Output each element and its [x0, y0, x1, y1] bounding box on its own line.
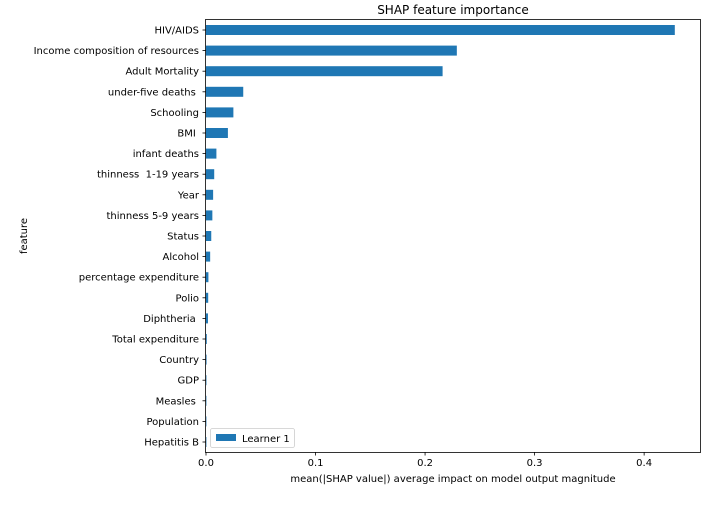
bar [206, 66, 443, 76]
y-tick-label: Hepatitis B [144, 438, 199, 449]
y-tick-label: Polio [176, 293, 199, 304]
y-tick-label: Measles [156, 396, 199, 407]
x-tick-label: 0.4 [636, 458, 652, 469]
y-tick-label: Adult Mortality [125, 67, 199, 78]
bar [206, 169, 214, 179]
bar [206, 252, 210, 262]
y-axis-ticks: HIV/AIDS Income composition of resources A… [34, 26, 206, 449]
bar [206, 210, 212, 220]
bar [206, 313, 208, 323]
x-tick-label: 0.2 [417, 458, 433, 469]
bar [206, 272, 208, 282]
bar [206, 190, 213, 200]
x-tick-label: 0.0 [198, 458, 214, 469]
y-tick-label: Country [159, 355, 199, 366]
legend: Learner 1 [211, 429, 295, 448]
y-tick-label: percentage expenditure [79, 273, 199, 284]
bar [206, 334, 207, 344]
y-tick-label: Year [177, 190, 200, 201]
x-axis-label: mean(|SHAP value|) average impact on mod… [290, 474, 615, 485]
y-tick-label: Income composition of resources [34, 46, 199, 57]
bar [206, 128, 228, 138]
y-tick-label: Schooling [150, 108, 199, 119]
bar [206, 231, 211, 241]
x-tick-label: 0.1 [308, 458, 324, 469]
bar [206, 87, 243, 97]
bar [206, 355, 207, 365]
chart-title: SHAP feature importance [377, 3, 529, 17]
legend-swatch [216, 434, 236, 441]
y-tick-label: BMI [177, 129, 199, 140]
bar [206, 293, 208, 303]
y-tick-label: thinness 1-19 years [97, 170, 199, 181]
y-tick-label: GDP [178, 376, 199, 387]
legend-label: Learner 1 [242, 434, 290, 445]
y-tick-label: thinness 5-9 years [107, 211, 200, 222]
bar [206, 46, 457, 56]
bars [206, 25, 675, 447]
y-tick-label: under-five deaths [108, 87, 199, 98]
x-tick-label: 0.3 [527, 458, 543, 469]
x-axis-ticks: 0.0 0.1 0.2 0.3 0.4 [198, 452, 652, 469]
y-tick-label: Population [146, 417, 199, 428]
bar [206, 107, 233, 117]
y-tick-label: HIV/AIDS [154, 26, 199, 37]
y-tick-label: Alcohol [163, 252, 199, 263]
y-tick-label: Diphtheria [143, 314, 199, 325]
y-axis-label: feature [19, 218, 30, 254]
plot-frame [206, 20, 701, 453]
y-tick-label: infant deaths [133, 149, 199, 160]
y-tick-label: Total expenditure [111, 335, 199, 346]
y-tick-label: Status [167, 232, 199, 243]
bar [206, 25, 675, 35]
bar [206, 149, 216, 159]
